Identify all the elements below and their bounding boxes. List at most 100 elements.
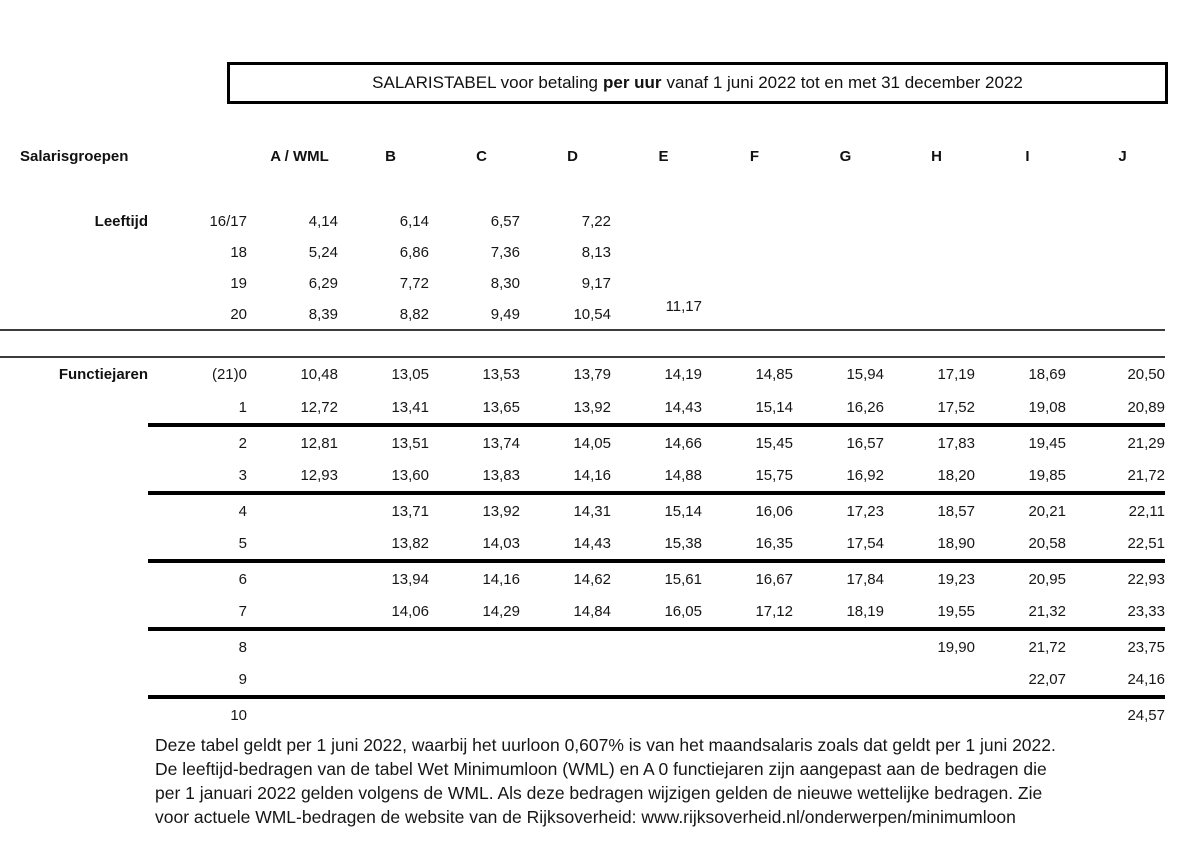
column-header-salarisgroepen: Salarisgroepen [20,147,129,165]
salary-cell [975,206,1066,237]
salary-cell [611,206,702,237]
salary-cell [429,629,520,663]
salary-cell [611,268,702,299]
section-label [0,237,148,268]
salary-value: 16,05 [611,595,702,631]
salary-cell [884,172,975,206]
salary-value: 6,14 [399,213,429,230]
salary-value: 19,45 [1028,434,1066,452]
salary-cell [702,697,793,731]
salary-value: 14,85 [755,366,793,383]
salary-value: 24,57 [1127,706,1165,724]
salary-cell [884,330,975,358]
salary-value: 8,39 [247,299,338,331]
salary-cell [975,330,1066,358]
fj-row-label: (21)0 [211,366,247,383]
salary-value: 13,92 [520,391,611,427]
table-header: Salarisgroepen A / WML B C D E F G H I J [0,140,1165,172]
salary-cell [884,663,975,699]
salary-value: 17,84 [846,570,884,588]
fj-row-label: 2 [238,434,247,452]
salary-cell [884,697,975,731]
salary-value: 6,86 [399,244,429,261]
section-label [0,330,148,358]
salary-value: 13,71 [391,502,429,520]
salary-value: 15,61 [664,570,702,588]
title-suffix: vanaf 1 juni 2022 tot en met 31 december… [666,73,1023,92]
salary-value: 7,36 [490,244,520,261]
footer-note: Deze tabel geldt per 1 juni 2022, waarbi… [155,733,1165,829]
fj-row-label: 5 [148,527,247,563]
salary-cell [793,697,884,731]
salary-value: 13,41 [338,391,429,427]
fj-row-label: 1 [148,391,247,427]
age-row-label: 18 [230,244,247,261]
salary-cell [611,172,702,206]
fj-row-label: 7 [148,595,247,631]
fj-row-label: 4 [238,502,247,520]
salary-cell [793,299,884,331]
salary-cell [884,299,975,331]
salary-cell [338,629,429,663]
salary-cell [884,268,975,299]
salary-value: 16,57 [846,434,884,452]
column-header: A / WML [270,147,329,165]
salary-value: 19,90 [937,638,975,656]
salary-value: 13,82 [338,527,429,563]
salary-cell [611,237,702,268]
salary-value: 17,23 [846,502,884,520]
salary-cell [1066,299,1165,331]
salary-value: 20,21 [1028,502,1066,520]
salary-value: 13,79 [573,366,611,383]
salary-value: 18,19 [793,595,884,631]
salary-value: 13,94 [391,570,429,588]
age-row-label: 20 [148,299,247,331]
salary-value: 14,88 [611,459,702,495]
salary-value: 23,75 [1127,638,1165,656]
salary-cell [611,663,702,699]
salary-cell [793,237,884,268]
spacer-label [148,172,247,206]
salary-value: 14,29 [429,595,520,631]
salary-cell [247,561,338,595]
salary-value: 17,12 [702,595,793,631]
salary-value: 13,92 [482,502,520,520]
salary-value: 16,92 [793,459,884,495]
salary-value: 14,66 [664,434,702,452]
salary-value: 18,69 [1028,366,1066,383]
salary-value: 17,19 [937,366,975,383]
salary-value: 9,49 [429,299,520,331]
salary-cell: 11,17 [611,298,702,331]
footer-line: per 1 januari 2022 gelden volgens de WML… [155,783,1043,803]
salary-value: 18,90 [884,527,975,563]
age-row-label: 19 [230,275,247,292]
salary-value: 14,03 [429,527,520,563]
salary-value: 14,19 [664,366,702,383]
salary-value: 20,89 [1066,391,1165,427]
footer-line: De leeftijd-bedragen van de tabel Wet Mi… [155,759,1047,779]
salary-value: 12,93 [247,459,338,495]
salary-cell [338,330,429,358]
salary-cell [702,299,793,331]
salary-value: 17,83 [937,434,975,452]
salary-value: 14,43 [520,527,611,563]
title-bold: per uur [602,73,662,92]
salary-cell [702,330,793,358]
footer-line: voor actuele WML-bedragen de website van… [155,807,1016,827]
salary-value: 15,14 [664,502,702,520]
salary-value: 7,22 [581,213,611,230]
salary-value: 14,06 [338,595,429,631]
section-label: Leeftijd [94,213,148,230]
salary-value: 17,52 [884,391,975,427]
salary-value: 5,24 [308,244,338,261]
salary-value: 16,26 [793,391,884,427]
section-label [0,663,148,697]
section-label [0,268,148,299]
footer-line: Deze tabel geldt per 1 juni 2022, waarbi… [155,735,1056,755]
salary-value: 13,74 [482,434,520,452]
salary-value: 14,43 [611,391,702,427]
title-text: SALARISTABEL voor betaling per uur vanaf 1… [372,73,1023,93]
salary-cell [975,299,1066,331]
salary-cell [1066,172,1165,206]
salary-value: 14,16 [482,570,520,588]
